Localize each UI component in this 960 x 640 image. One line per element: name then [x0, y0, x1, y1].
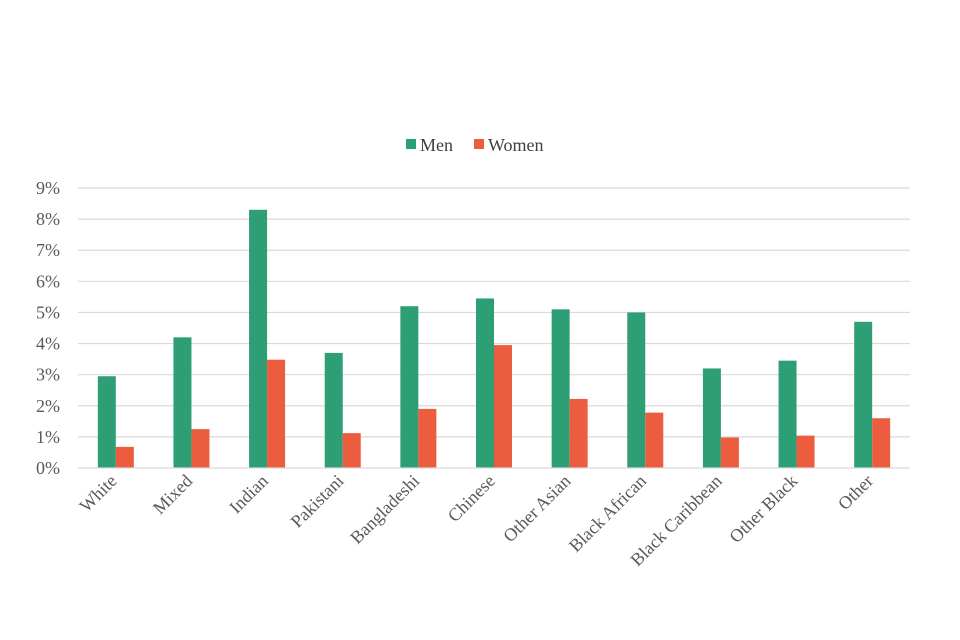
bar-men-other — [854, 321, 873, 468]
bar-men-white — [97, 376, 116, 468]
bars — [97, 209, 891, 468]
bar-women-indian — [267, 359, 286, 468]
bar-men-black-caribbean — [702, 368, 721, 468]
x-category-label: Pakistani — [287, 471, 348, 532]
bar-men-other-black — [778, 360, 797, 468]
x-category-label: Chinese — [444, 471, 499, 526]
bar-men-indian — [249, 209, 268, 468]
x-category-label: Mixed — [149, 471, 196, 518]
bar-men-bangladeshi — [400, 306, 419, 468]
bar-women-other-black — [796, 435, 815, 468]
bar-men-other-asian — [551, 309, 570, 468]
x-category-label: Other Black — [725, 471, 801, 547]
bar-men-pakistani — [324, 352, 343, 468]
x-category-label: Other — [834, 471, 877, 514]
bar-women-white — [115, 446, 134, 468]
y-axis-tick-labels: 0% 1% 2% 3% 4% 5% 6% 7% 8% 9% — [36, 178, 60, 478]
bar-women-other-asian — [569, 398, 588, 468]
bar-men-mixed — [173, 337, 192, 468]
y-tick-label: 7% — [36, 240, 60, 260]
y-tick-label: 6% — [36, 271, 60, 291]
bar-women-chinese — [494, 345, 512, 468]
y-tick-label: 2% — [36, 396, 60, 416]
x-category-label: Other Asian — [499, 471, 574, 546]
x-category-label: Bangladeshi — [346, 471, 423, 548]
y-tick-label: 3% — [36, 365, 60, 385]
bar-women-other — [872, 418, 891, 468]
bar-women-pakistani — [342, 433, 361, 468]
legend-swatch-men — [406, 139, 416, 149]
bar-women-mixed — [191, 429, 210, 468]
x-category-label: Indian — [225, 471, 272, 518]
legend-label-women: Women — [488, 135, 544, 155]
y-tick-label: 5% — [36, 302, 60, 322]
y-tick-label: 1% — [36, 427, 60, 447]
y-tick-label: 8% — [36, 209, 60, 229]
legend: Men Women — [406, 135, 544, 155]
y-tick-label: 0% — [36, 458, 60, 478]
y-tick-label: 9% — [36, 178, 60, 198]
bar-men-black-african — [627, 312, 646, 468]
legend-label-men: Men — [420, 135, 453, 155]
x-category-label: White — [75, 471, 120, 516]
bar-women-black-african — [645, 412, 664, 468]
x-category-label: Black African — [565, 471, 650, 556]
bar-women-bangladeshi — [418, 408, 437, 468]
bar-men-chinese — [476, 298, 494, 468]
bar-women-black-caribbean — [720, 437, 739, 468]
y-tick-label: 4% — [36, 334, 60, 354]
legend-swatch-women — [474, 139, 484, 149]
